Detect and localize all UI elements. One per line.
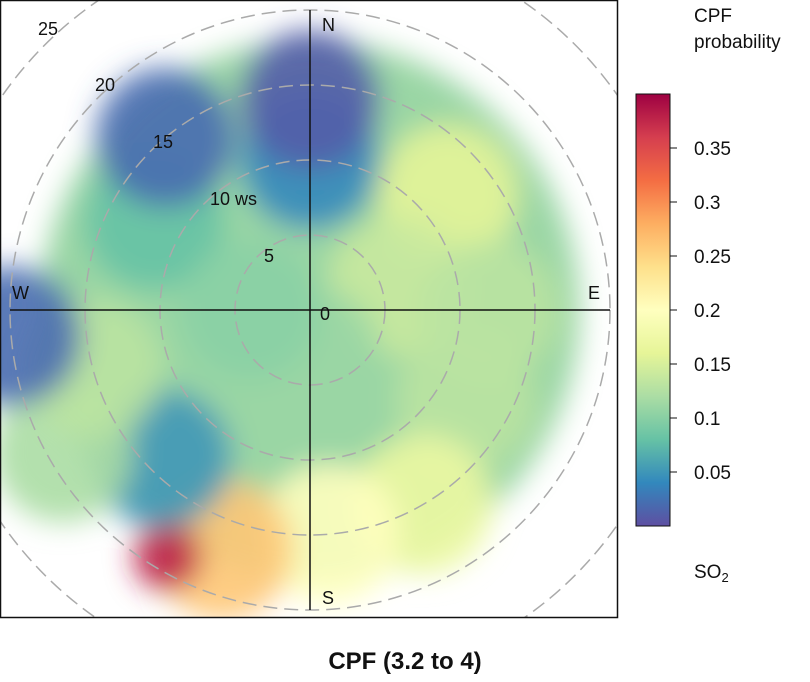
legend-title: CPF probability: [694, 6, 781, 53]
speed-label-15: 15: [153, 132, 173, 152]
speed-label-25: 25: [38, 19, 58, 39]
chart-title: CPF (3.2 to 4): [328, 648, 482, 675]
colorbar-tick-label-2: 0.15: [694, 355, 731, 376]
speed-label-20: 20: [95, 75, 115, 95]
colorbar-tick-label-6: 0.35: [694, 139, 731, 160]
speed-label-0: 0: [320, 304, 330, 324]
compass-north: N: [322, 15, 335, 35]
cpf-hotspot-9: [133, 522, 202, 591]
speed-labels: 0 5 10 ws 15 20 25: [38, 19, 330, 324]
compass-east: E: [588, 283, 600, 303]
compass-south: S: [322, 588, 334, 608]
compass-axes: [10, 10, 610, 610]
cpf-field: [0, 30, 580, 618]
colorbar-tick-label-5: 0.3: [694, 193, 720, 214]
compass-west: W: [12, 283, 29, 303]
colorbar-tick-label-3: 0.2: [694, 301, 720, 322]
cpf-hotspot-13: [0, 266, 82, 407]
cpf-hotspot-7: [259, 464, 400, 605]
speed-label-10: 10 ws: [210, 189, 257, 209]
colorbar-ticks: 0.05 0.1 0.15 0.2 0.25 0.3 0.35: [670, 139, 731, 484]
cpf-hotspot-5: [395, 330, 536, 470]
colorbar-tick-label-4: 0.25: [694, 247, 731, 268]
speed-label-5: 5: [264, 246, 274, 266]
colorbar-tick-label-0: 0.05: [694, 463, 731, 484]
colorbar: [635, 93, 671, 527]
colorbar-tick-label-1: 0.1: [694, 409, 720, 430]
polar-plot: 0 5 10 ws 15 20 25 N E S W 0.05 0.1 0.15 0.2 0.25…: [0, 0, 731, 619]
pollutant-label: SO2: [694, 562, 729, 585]
plot-frame: [0, 0, 619, 619]
cpf-hotspot-15: [95, 67, 236, 208]
